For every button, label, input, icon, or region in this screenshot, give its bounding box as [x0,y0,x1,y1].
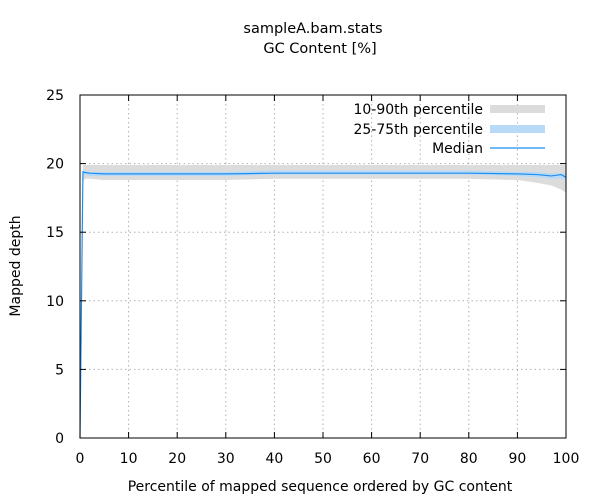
y-tick-label: 15 [46,225,64,241]
x-tick-label: 50 [314,451,332,467]
chart-title: sampleA.bam.stats [243,21,382,37]
x-axis-label: Percentile of mapped sequence ordered by… [128,479,513,495]
x-tick-label: 40 [265,451,283,467]
legend: 10-90th percentile 25-75th percentile Me… [353,102,545,157]
x-tick-label: 20 [168,451,186,467]
chart-subtitle: GC Content [%] [263,41,376,57]
y-tick-label: 10 [46,294,64,310]
x-tick-label: 70 [411,451,429,467]
y-tick-label: 25 [46,88,64,104]
x-tick-label: 60 [363,451,381,467]
x-tick-label: 0 [76,451,85,467]
tick-layer: 0 10 20 30 40 50 60 70 80 90 100 0 5 10 15 20 25 [46,88,579,467]
y-tick-label: 0 [55,431,64,447]
x-tick-label: 30 [217,451,235,467]
y-tick-label: 20 [46,157,64,173]
median-line [79,170,567,439]
x-tick-label: 90 [508,451,526,467]
legend-swatch-10-90 [490,105,545,113]
legend-label-median: Median [432,141,483,157]
legend-swatch-25-75 [490,125,545,133]
legend-label-10-90: 10-90th percentile [353,102,483,118]
x-tick-label: 100 [553,451,580,467]
legend-label-25-75: 25-75th percentile [353,122,483,138]
x-tick-label: 80 [460,451,478,467]
grid-layer [80,95,566,438]
y-tick-label: 5 [55,362,64,378]
median-layer [79,170,567,439]
y-axis-label: Mapped depth [8,215,24,316]
x-tick-label: 10 [120,451,138,467]
